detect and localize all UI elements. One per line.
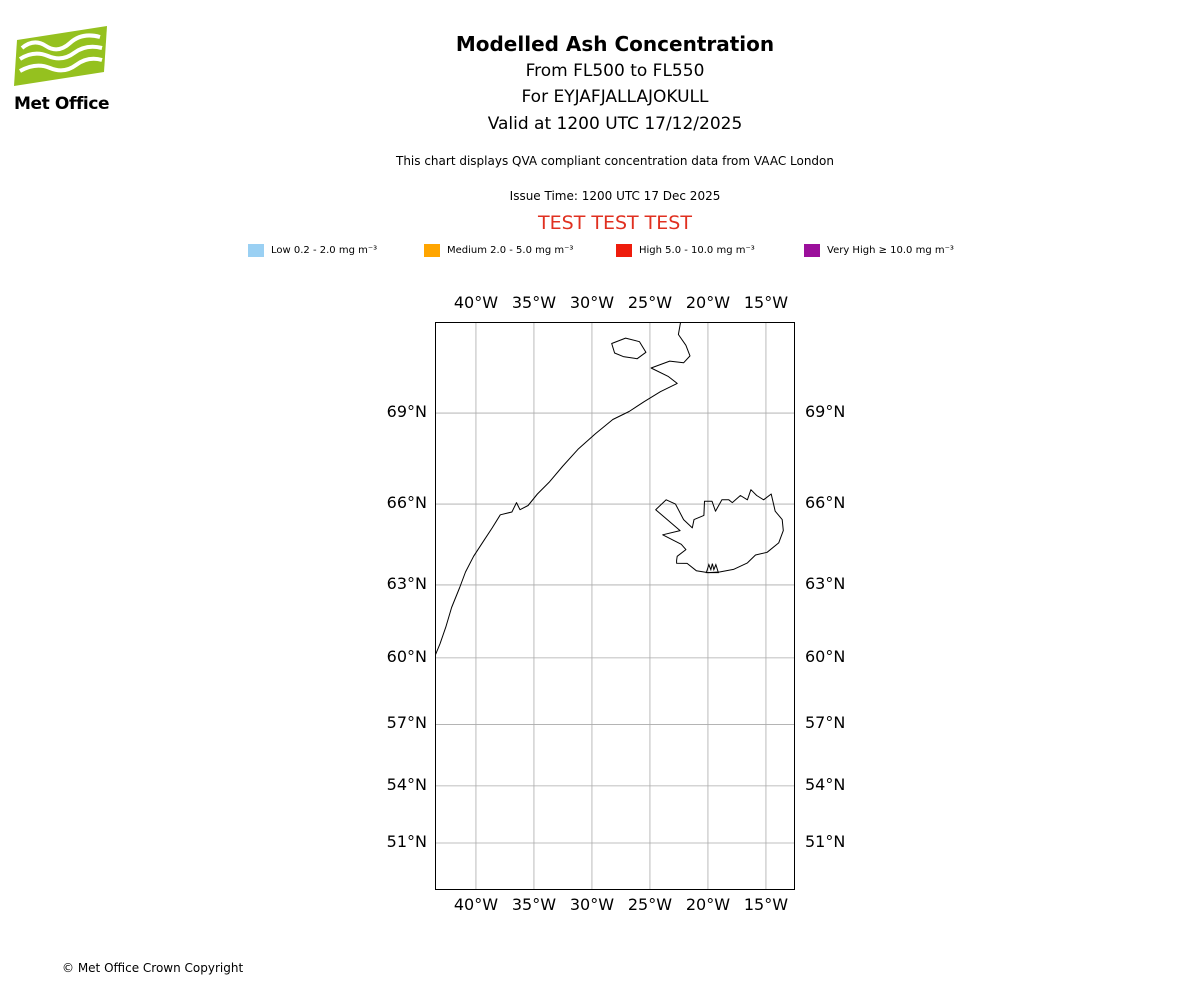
- lat-label-right: 69°N: [805, 402, 846, 422]
- chart-header: Modelled Ash Concentration From FL500 to…: [15, 30, 1200, 234]
- legend-label-very-high: Very High ≥ 10.0 mg m⁻³: [827, 245, 954, 256]
- lon-label-bottom: 40°W: [453, 895, 499, 914]
- lon-label-top: 40°W: [453, 293, 499, 312]
- legend-label-high: High 5.0 - 10.0 mg m⁻³: [639, 245, 755, 256]
- legend-swatch-high: [616, 244, 632, 257]
- legend-item-high: High 5.0 - 10.0 mg m⁻³: [616, 244, 755, 257]
- lat-label-right: 66°N: [805, 493, 846, 513]
- lat-label-left: 54°N: [386, 774, 427, 794]
- lon-label-bottom: 20°W: [685, 895, 731, 914]
- qva-compliance-note: This chart displays QVA compliant concen…: [396, 154, 834, 169]
- met-office-logo-mark: [14, 26, 107, 86]
- legend-item-low: Low 0.2 - 2.0 mg m⁻³: [248, 244, 377, 257]
- legend-item-medium: Medium 2.0 - 5.0 mg m⁻³: [424, 244, 573, 257]
- met-office-logo-text: Met Office: [14, 94, 110, 114]
- lon-label-bottom: 30°W: [569, 895, 615, 914]
- lat-label-left: 57°N: [386, 713, 427, 733]
- lat-label-left: 51°N: [386, 831, 427, 851]
- legend-swatch-low: [248, 244, 264, 257]
- lat-label-left: 66°N: [386, 493, 427, 513]
- lat-label-right: 57°N: [805, 713, 846, 733]
- lat-label-right: 60°N: [805, 646, 846, 666]
- lat-label-right: 63°N: [805, 573, 846, 593]
- met-office-logo: Met Office: [14, 26, 118, 114]
- lat-label-right: 54°N: [805, 774, 846, 794]
- lat-label-right: 51°N: [805, 831, 846, 851]
- map-border: [435, 322, 795, 890]
- legend-swatch-very-high: [804, 244, 820, 257]
- chart-title: Modelled Ash Concentration: [455, 32, 775, 56]
- lon-label-top: 25°W: [627, 293, 673, 312]
- lon-label-top: 30°W: [569, 293, 615, 312]
- volcano-name: For EYJAFJALLAJOKULL: [521, 87, 709, 108]
- copyright-notice: © Met Office Crown Copyright: [62, 961, 244, 975]
- scoresby-island-coastline: [611, 337, 647, 360]
- legend-swatch-medium: [424, 244, 440, 257]
- lat-label-left: 69°N: [386, 402, 427, 422]
- lon-label-top: 20°W: [685, 293, 731, 312]
- test-banner: TEST TEST TEST: [538, 212, 692, 235]
- legend-item-very-high: Very High ≥ 10.0 mg m⁻³: [804, 244, 954, 257]
- greenland-coastline: [435, 322, 691, 658]
- lat-label-left: 63°N: [386, 573, 427, 593]
- lon-label-bottom: 35°W: [511, 895, 557, 914]
- lon-label-top: 35°W: [511, 293, 557, 312]
- lat-label-left: 60°N: [386, 646, 427, 666]
- map-canvas: [435, 322, 795, 890]
- legend-label-medium: Medium 2.0 - 5.0 mg m⁻³: [447, 245, 574, 256]
- lon-label-top: 15°W: [743, 293, 789, 312]
- legend-label-low: Low 0.2 - 2.0 mg m⁻³: [271, 245, 378, 256]
- volcano-marker: [705, 563, 720, 574]
- lon-label-bottom: 15°W: [743, 895, 789, 914]
- iceland-coastline: [655, 489, 784, 574]
- flight-level-range: From FL500 to FL550: [525, 61, 705, 81]
- valid-time: Valid at 1200 UTC 17/12/2025: [487, 113, 743, 134]
- lon-label-bottom: 25°W: [627, 895, 673, 914]
- issue-time: Issue Time: 1200 UTC 17 Dec 2025: [509, 189, 721, 204]
